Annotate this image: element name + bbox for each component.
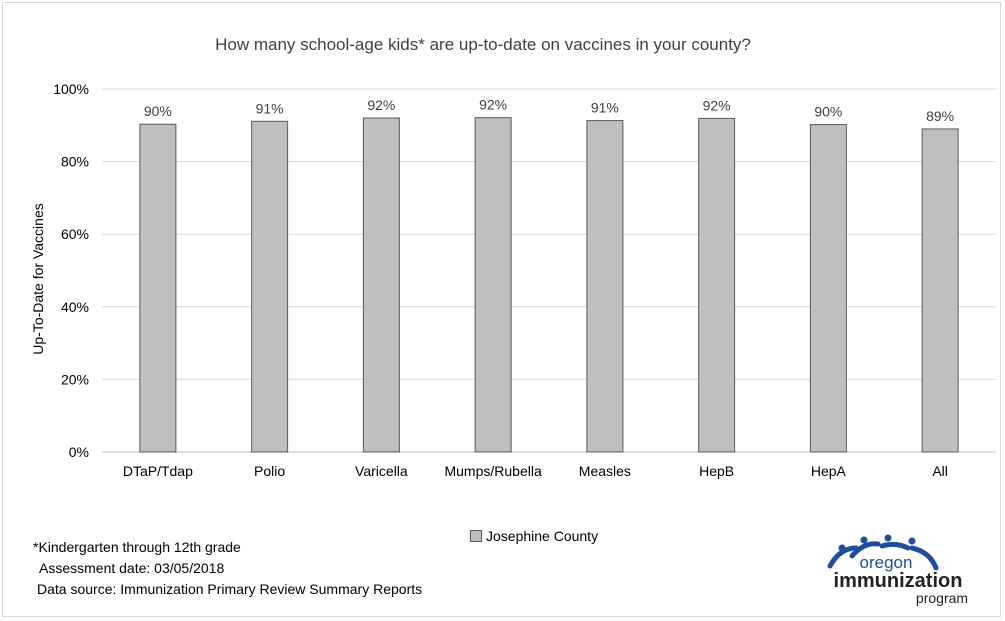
footnote: *Kindergarten through 12th grade (33, 539, 241, 555)
data-label: 91% (591, 100, 619, 116)
bars: 90% 91% 92% 92% 91% 92% 90% 89% (139, 97, 959, 453)
data-label: 92% (367, 97, 395, 113)
y-tick-label: 100% (53, 81, 89, 97)
logo-program: program (916, 590, 968, 606)
logo-immunization: immunization (834, 570, 963, 592)
x-tick-label: HepB (699, 463, 734, 479)
x-tick-label: Varicella (355, 463, 408, 479)
bar (139, 123, 177, 453)
bar (921, 128, 959, 453)
bar (809, 124, 847, 453)
legend-label: Josephine County (486, 528, 599, 544)
y-axis-label: Up-To-Date for Vaccines (30, 203, 46, 354)
oregon-immunization-logo: oregon immunization program (827, 534, 968, 606)
gridlines (102, 88, 996, 453)
y-tick-label: 20% (61, 371, 89, 387)
x-tick-label: Measles (579, 463, 631, 479)
logo-oregon: oregon (860, 553, 913, 572)
data-label: 89% (926, 108, 954, 124)
x-axis-ticks: DTaP/Tdap Polio Varicella Mumps/Rubella Meas… (123, 463, 948, 479)
bar (251, 120, 289, 453)
assessment-date: Assessment date: 03/05/2018 (39, 560, 225, 576)
y-tick-label: 40% (61, 299, 89, 315)
chart-title: How many school-age kids* are up-to-date… (215, 35, 751, 54)
x-tick-label: DTaP/Tdap (123, 463, 193, 479)
x-tick-label: HepA (811, 463, 847, 479)
bar (698, 117, 736, 453)
y-tick-label: 0% (69, 444, 89, 460)
y-tick-label: 80% (61, 154, 89, 170)
people-arc-icon (827, 534, 939, 571)
bar (362, 117, 400, 453)
y-axis-ticks: 0% 20% 40% 60% 80% 100% (53, 81, 89, 460)
data-label: 91% (256, 100, 284, 116)
legend-swatch (470, 530, 482, 542)
y-tick-label: 60% (61, 226, 89, 242)
legend: Josephine County (470, 528, 598, 544)
data-label: 90% (144, 103, 172, 119)
bar (474, 117, 512, 453)
bar (586, 120, 624, 453)
data-label: 92% (703, 97, 731, 113)
data-label: 92% (479, 97, 507, 113)
data-source: Data source: Immunization Primary Review… (37, 581, 423, 597)
x-tick-label: All (932, 463, 948, 479)
data-label: 90% (814, 104, 842, 120)
x-tick-label: Mumps/Rubella (444, 463, 541, 479)
x-tick-label: Polio (254, 463, 285, 479)
